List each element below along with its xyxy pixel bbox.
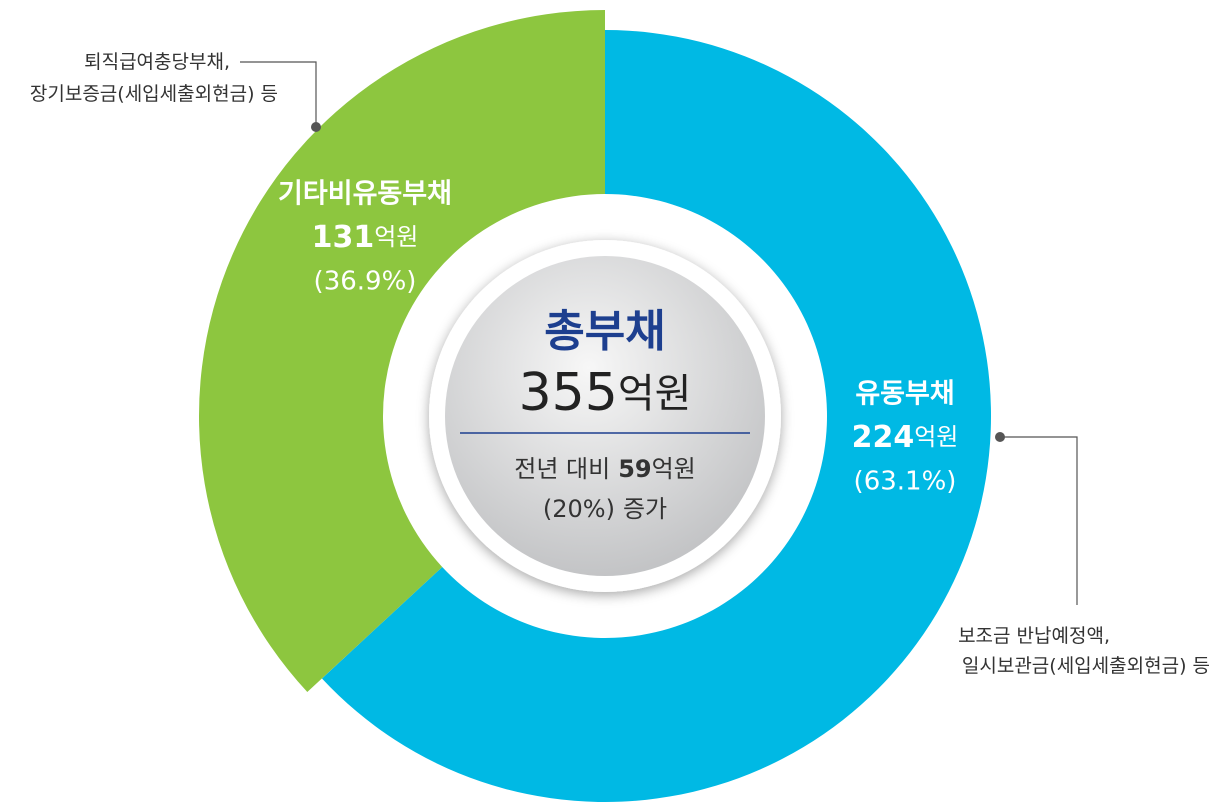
slice-label: 기타비유동부채 [278, 179, 452, 210]
slice-label: 유동부채 [855, 379, 954, 410]
amount-value: 224 [852, 420, 915, 455]
change-unit: 억원 [652, 455, 696, 483]
slice-amount: 131억원 [312, 220, 419, 255]
slice-percent: (63.1%) [854, 467, 957, 497]
leader-dot [995, 432, 1005, 442]
annotation-line: 보조금 반납예정액, [958, 625, 1110, 647]
slices [199, 10, 991, 802]
slice-percent: (36.9%) [314, 267, 417, 297]
leader-line [1000, 436, 1078, 605]
annotation-line: 퇴직급여충당부채, [84, 51, 230, 73]
center-total: 355억원 [519, 363, 692, 423]
annotations: 보조금 반납예정액, 일시보관금(세입세출외현금) 등 퇴직급여충당부채, 장기보증… [30, 51, 1210, 677]
center: 총부채 355억원 전년 대비 59억원 (20%) 증가 [429, 240, 781, 592]
change-line: 전년 대비 59억원 [514, 455, 696, 483]
annotation-line: 장기보증금(세입세출외현금) 등 [30, 83, 278, 105]
annotation: 퇴직급여충당부채, 장기보증금(세입세출외현금) 등 [30, 51, 278, 105]
annotation: 보조금 반납예정액, 일시보관금(세입세출외현금) 등 [958, 625, 1210, 677]
leader-line [240, 61, 317, 127]
change-pct: (20%) [543, 495, 615, 523]
change-suffix: 증가 [623, 495, 667, 523]
amount-unit: 억원 [374, 223, 418, 251]
total-unit: 억원 [618, 371, 692, 417]
change-line-2: (20%) 증가 [543, 495, 667, 523]
annotation-leaders [240, 61, 1078, 605]
slice [321, 30, 991, 802]
slice-amount: 224억원 [852, 420, 959, 455]
center-title: 총부채 [544, 306, 665, 357]
leader-dot [311, 122, 321, 132]
change-prefix: 전년 대비 [514, 455, 610, 483]
amount-unit: 억원 [914, 423, 958, 451]
total-value: 355 [519, 363, 618, 423]
change-value: 59 [618, 455, 651, 483]
amount-value: 131 [312, 220, 375, 255]
slice [199, 10, 605, 693]
annotation-line: 일시보관금(세입세출외현금) 등 [962, 655, 1210, 677]
center-disk [445, 256, 765, 576]
